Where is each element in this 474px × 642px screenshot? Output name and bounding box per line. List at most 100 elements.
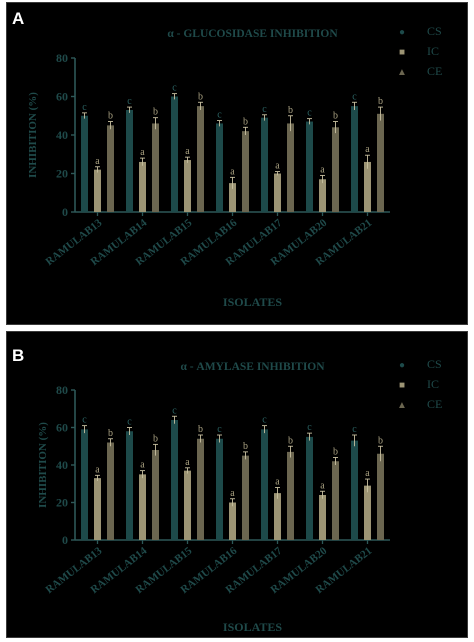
y-tick-label: 0	[62, 205, 68, 219]
bar-cs	[81, 429, 88, 540]
significance-letter: a	[95, 156, 100, 167]
bar-ce	[287, 123, 294, 212]
bar-cs	[171, 96, 178, 212]
bar-ce	[107, 125, 114, 212]
bar-ic	[364, 161, 371, 212]
bar-cs	[216, 438, 223, 540]
significance-letter: b	[153, 107, 158, 118]
significance-letter: b	[198, 424, 203, 435]
significance-letter: c	[82, 415, 87, 426]
significance-letter: c	[127, 96, 132, 107]
significance-letter: c	[307, 108, 312, 119]
significance-letter: a	[230, 166, 235, 177]
significance-letter: a	[320, 480, 325, 491]
y-tick-label: 80	[56, 383, 68, 397]
bar-ce	[197, 438, 204, 540]
significance-letter: a	[275, 161, 280, 172]
bar-cs	[351, 440, 358, 540]
y-tick-label: 40	[56, 128, 68, 142]
legend-label-ic: IC	[427, 44, 439, 58]
legend-marker-cs: ●	[399, 360, 405, 371]
bar-cs	[81, 115, 88, 212]
significance-letter: c	[127, 417, 132, 428]
bar-ic	[229, 183, 236, 212]
bar-cs	[306, 121, 313, 212]
y-tick-label: 80	[56, 51, 68, 65]
significance-letter: b	[108, 428, 113, 439]
legend-label-ce: CE	[427, 64, 442, 78]
significance-letter: c	[262, 415, 267, 426]
bar-ce	[332, 461, 339, 540]
significance-letter: b	[333, 111, 338, 122]
bar-cs	[216, 123, 223, 212]
chart-panel-a: α - GLUCOSIDASE INHIBITION 0 20 40 60 80 INHIB…	[27, 24, 442, 309]
legend-marker-ic: ■	[399, 47, 405, 58]
bar-ic	[94, 478, 101, 540]
panel-b-label: B	[12, 346, 25, 365]
bar-ic	[139, 161, 146, 212]
bar-ce	[242, 131, 249, 212]
bar-ce	[287, 451, 294, 540]
significance-letter: b	[333, 447, 338, 458]
bar-ce	[107, 442, 114, 540]
significance-letter: a	[140, 460, 145, 471]
bar-cs	[261, 429, 268, 540]
significance-letter: b	[198, 91, 203, 102]
significance-letter: b	[153, 433, 158, 444]
significance-letter: a	[365, 144, 370, 155]
legend-marker-cs: ●	[399, 27, 405, 38]
significance-letter: b	[378, 435, 383, 446]
y-axis-label: INHIBITION (%)	[37, 422, 49, 508]
chart-title: α - AMYLASE INHIBITION	[180, 361, 325, 373]
legend-marker-ce: ▲	[397, 67, 407, 78]
y-tick-label: 20	[56, 167, 68, 181]
legend-label-cs: CS	[427, 357, 442, 371]
bar-ic	[139, 474, 146, 540]
significance-letter: a	[140, 147, 145, 158]
y-tick-label: 60	[56, 421, 68, 435]
significance-letter: c	[217, 424, 222, 435]
bar-ic	[184, 470, 191, 540]
bar-ce	[242, 455, 249, 540]
legend-label-cs: CS	[427, 24, 442, 38]
bar-ic	[229, 502, 236, 540]
x-axis-label: ISOLATES	[223, 295, 282, 309]
panel-a-label: A	[12, 9, 25, 28]
significance-letter: b	[243, 116, 248, 127]
significance-letter: b	[288, 435, 293, 446]
significance-letter: a	[230, 488, 235, 499]
significance-letter: c	[262, 104, 267, 115]
significance-letter: c	[172, 405, 177, 416]
significance-letter: c	[172, 83, 177, 94]
significance-letter: a	[95, 464, 100, 475]
bar-cs	[306, 436, 313, 540]
y-tick-label: 60	[56, 90, 68, 104]
bar-cs	[126, 431, 133, 540]
chart-panel-b: α - AMYLASE INHIBITION 0 20 40 60 80 INHIBITIO…	[37, 357, 442, 634]
bar-ic	[274, 493, 281, 540]
significance-letter: c	[82, 102, 87, 113]
legend-marker-ce: ▲	[397, 400, 407, 411]
bar-ce	[377, 453, 384, 540]
significance-letter: a	[185, 146, 190, 157]
bar-ic	[319, 495, 326, 540]
significance-letter: b	[108, 111, 113, 122]
bar-ic	[184, 160, 191, 212]
bar-ce	[197, 106, 204, 212]
y-axis-label: INHIBITION (%)	[27, 92, 39, 178]
significance-letter: a	[365, 468, 370, 479]
bar-cs	[171, 420, 178, 540]
legend-label-ce: CE	[427, 397, 442, 411]
significance-letter: c	[217, 110, 222, 121]
bar-ic	[274, 173, 281, 212]
significance-letter: b	[378, 96, 383, 107]
chart-title: α - GLUCOSIDASE INHIBITION	[167, 28, 338, 40]
significance-letter: c	[352, 91, 357, 102]
legend-marker-ic: ■	[399, 380, 405, 391]
significance-letter: a	[275, 477, 280, 488]
bar-cs	[261, 117, 268, 212]
significance-letter: a	[320, 164, 325, 175]
bar-cs	[351, 106, 358, 212]
